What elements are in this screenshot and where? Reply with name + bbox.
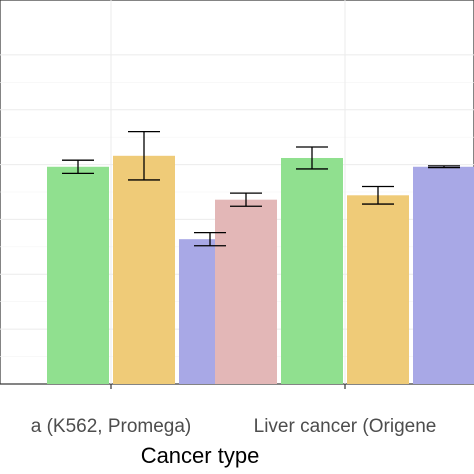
bar [215,199,277,384]
x-tick-label: a (K562, Promega) [31,416,192,437]
bar [347,195,409,384]
bar [113,155,175,384]
bar [47,166,109,384]
bar [281,157,343,384]
x-axis-ticks: a (K562, Promega) Liver cancer (Origene [31,384,437,437]
x-axis-title: Cancer type [141,443,260,468]
bars [47,155,474,384]
bar [413,166,474,384]
x-tick-label: Liver cancer (Origene [254,416,437,437]
error-bars [62,131,460,247]
